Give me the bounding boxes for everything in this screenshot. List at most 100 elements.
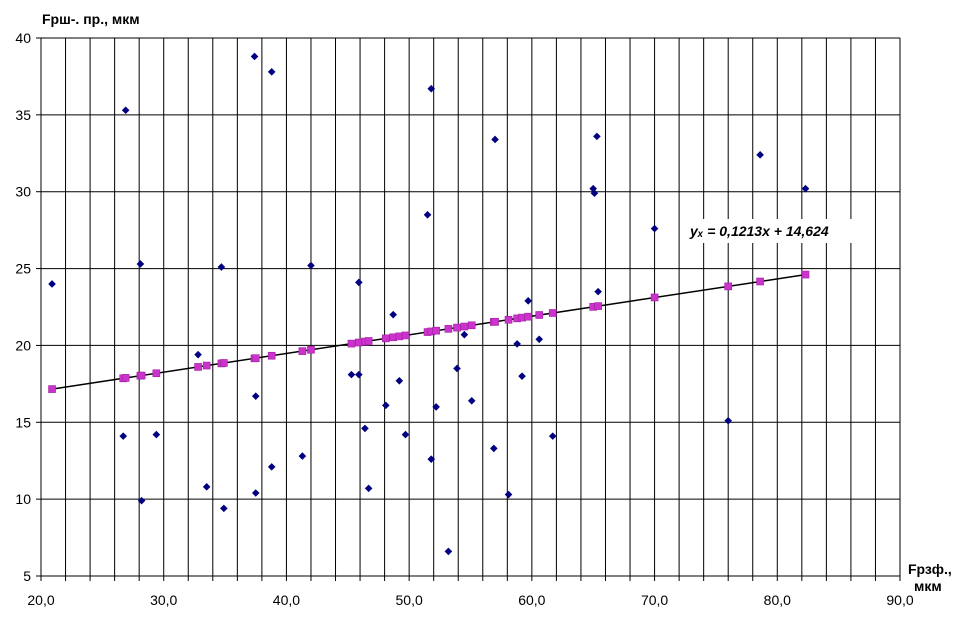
observed-point — [355, 370, 363, 379]
x-tick-label: 70,0 — [641, 592, 668, 608]
y-tick-label: 25 — [15, 261, 31, 277]
observed-point — [355, 278, 363, 287]
y-tick-label: 40 — [15, 30, 31, 46]
y-tick-label: 20 — [15, 337, 31, 353]
y-tick-label: 5 — [23, 568, 31, 584]
fitted-point — [504, 315, 513, 324]
fitted-point — [801, 270, 810, 279]
observed-point — [361, 424, 369, 433]
regression-equation: yₓ = 0,1213x + 14,624 — [689, 223, 829, 239]
observed-point — [444, 547, 453, 556]
x-tick-label: 90,0 — [886, 592, 913, 608]
observed-point — [460, 330, 469, 339]
observed-point — [119, 432, 128, 440]
fitted-point — [194, 363, 202, 371]
fitted-point — [524, 312, 532, 321]
observed-point — [364, 484, 373, 493]
fitted-point — [724, 282, 733, 291]
fitted-point — [401, 331, 410, 340]
fitted-points — [48, 270, 810, 393]
fitted-point — [220, 359, 228, 367]
minor-gridlines — [65, 38, 876, 576]
observed-point — [250, 52, 259, 61]
fitted-point — [491, 317, 499, 326]
y-tick-label: 10 — [15, 491, 31, 507]
observed-point — [756, 151, 764, 159]
observed-point — [548, 432, 557, 440]
y-tick-label: 35 — [15, 107, 31, 123]
observed-point — [432, 403, 440, 411]
fitted-point — [307, 345, 315, 354]
fitted-point — [594, 302, 602, 310]
fitted-point — [453, 323, 461, 332]
observed-point — [137, 496, 146, 505]
fitted-point — [202, 361, 211, 370]
observed-point — [504, 490, 513, 499]
observed-point — [593, 132, 601, 141]
observed-point — [401, 430, 410, 439]
observed-point — [389, 310, 397, 319]
observed-point — [251, 489, 260, 497]
fitted-point — [152, 369, 161, 378]
observed-point — [347, 370, 356, 379]
observed-point — [217, 263, 226, 271]
fitted-point — [298, 347, 307, 355]
observed-point — [307, 261, 315, 270]
observed-point — [650, 224, 659, 233]
observed-point — [251, 392, 260, 400]
fitted-point — [756, 277, 764, 286]
observed-point — [423, 210, 432, 219]
fitted-point — [48, 385, 56, 393]
x-tick-label: 40,0 — [273, 592, 300, 608]
observed-point — [801, 184, 810, 193]
major-gridlines — [41, 37, 901, 577]
observed-point — [524, 297, 532, 305]
observed-point — [453, 364, 461, 373]
y-tick-labels: 5 10 15 20 25 30 35 40 — [15, 30, 31, 584]
observed-point — [152, 430, 161, 439]
x-axis-title-line2: мкм — [914, 578, 942, 594]
fitted-point — [467, 321, 476, 330]
x-tick-label: 50,0 — [396, 592, 423, 608]
fitted-point — [548, 309, 557, 317]
y-tick-label: 30 — [15, 184, 31, 200]
fitted-point — [535, 311, 544, 319]
y-tick-label: 15 — [15, 414, 31, 430]
observed-point — [427, 455, 436, 463]
observed-point — [535, 335, 544, 344]
observed-point — [48, 280, 56, 288]
observed-point — [724, 416, 732, 425]
observed-point — [518, 372, 526, 380]
x-tick-label: 80,0 — [764, 592, 791, 608]
observed-point — [121, 106, 130, 115]
observed-point — [427, 84, 436, 93]
observed-point — [590, 189, 599, 198]
x-tick-labels: 20,0 30,0 40,0 50,0 60,0 70,0 80,0 90,0 — [27, 592, 913, 608]
observed-point — [194, 350, 202, 359]
observed-point — [136, 260, 145, 268]
observed-point — [467, 396, 476, 405]
equation-background — [684, 219, 854, 243]
observed-points — [48, 52, 810, 556]
fitted-point — [650, 293, 659, 302]
observed-point — [267, 463, 276, 471]
x-axis-title-line1: Fрзф., — [908, 561, 952, 577]
fitted-point — [121, 374, 130, 382]
axes — [36, 37, 901, 581]
observed-point — [267, 68, 276, 76]
observed-point — [395, 376, 404, 385]
fitted-point — [460, 322, 469, 331]
y-axis-title: Fрш-. пр., мкм — [42, 11, 140, 27]
fitted-point — [432, 326, 440, 335]
fitted-point — [347, 339, 356, 348]
observed-point — [298, 452, 307, 460]
x-tick-label: 20,0 — [27, 592, 54, 608]
observed-point — [491, 135, 499, 144]
x-tick-label: 30,0 — [150, 592, 177, 608]
observed-point — [220, 504, 228, 513]
observed-point — [490, 444, 498, 453]
fitted-point — [382, 334, 390, 343]
observed-point — [382, 401, 390, 410]
fitted-point — [444, 325, 453, 333]
